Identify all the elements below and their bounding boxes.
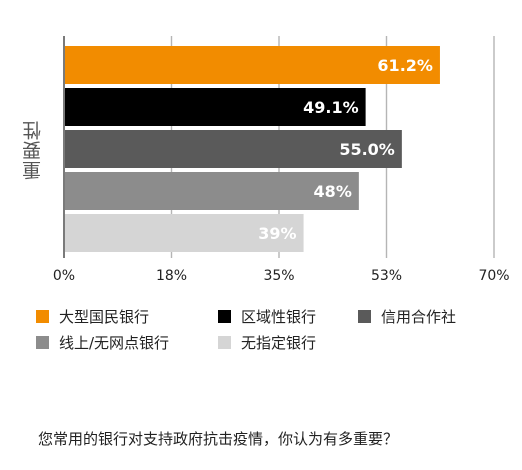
bar-chart: 61.2% 49.1% 55.0% 48% 39% 0% 18% 35% 53% 70% [53, 36, 510, 284]
bar-value-label: 39% [258, 224, 296, 243]
legend-swatch [218, 310, 231, 323]
legend-item: 无指定银行 [218, 332, 316, 353]
x-tick-label: 53% [371, 268, 402, 284]
bar-value-label: 49.1% [303, 98, 359, 117]
legend-swatch [36, 310, 49, 323]
y-axis-label: 重要性 [22, 120, 44, 180]
x-tick-label: 18% [156, 268, 187, 284]
x-tick-label: 70% [478, 268, 509, 284]
legend-label: 无指定银行 [241, 334, 317, 352]
legend-label: 区域性银行 [241, 308, 317, 326]
bar-value-label: 61.2% [377, 56, 433, 75]
bar-value-label: 48% [314, 182, 352, 201]
bar [65, 88, 366, 126]
legend-swatch [358, 310, 371, 323]
bar [65, 172, 359, 210]
legend-item: 区域性银行 [218, 306, 316, 327]
bar-value-label: 55.0% [339, 140, 395, 159]
legend-swatch [218, 336, 231, 349]
legend-swatch [36, 336, 49, 349]
x-tick-label: 0% [53, 268, 75, 284]
bar [65, 130, 402, 168]
legend-label: 信用合作社 [381, 308, 457, 326]
question-text: 您常用的银行对支持政府抗击疫情，你认为有多重要？ [38, 430, 399, 448]
legend-item: 线上/无网点银行 [36, 332, 169, 353]
legend-item: 信用合作社 [358, 306, 456, 327]
bar [65, 214, 304, 252]
legend-label: 大型国民银行 [59, 308, 150, 326]
x-tick-labels: 0% 18% 35% 53% 70% [53, 268, 510, 284]
bar [65, 46, 440, 84]
x-tick-label: 35% [263, 268, 294, 284]
legend-item: 大型国民银行 [36, 306, 149, 327]
bars: 61.2% 49.1% 55.0% 48% 39% [65, 46, 440, 252]
legend-label: 线上/无网点银行 [59, 334, 170, 352]
